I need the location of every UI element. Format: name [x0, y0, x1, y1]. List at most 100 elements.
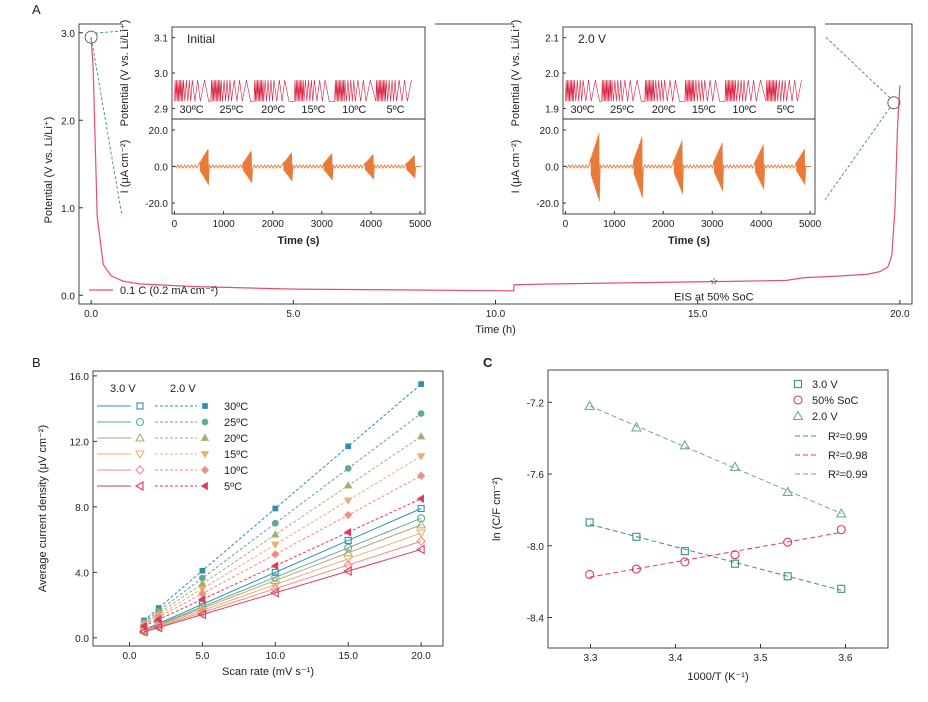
y-tick-label: -7.6 — [527, 470, 545, 481]
zoom-guide-line — [95, 26, 173, 34]
data-point-3V — [270, 581, 281, 590]
star-icon: ☆ — [709, 276, 718, 287]
x-tick-label: 3000 — [311, 219, 334, 230]
y-tick-label: 2.0 — [545, 69, 559, 80]
y-tick-label: 0.0 — [61, 291, 75, 302]
y-tick-label: -7.2 — [527, 398, 545, 409]
legend-temperature: 10ºC — [224, 465, 248, 477]
y-axis-title-current: I (μA cm⁻²) — [119, 140, 131, 194]
y-tick-label: -20.0 — [536, 199, 559, 210]
x-tick-label: 0 — [172, 219, 178, 230]
data-point-2V — [139, 621, 147, 631]
panel-c-chart: 3.3 3.4 3.5 3.6 -7.2 -7.6 -8.0 -8.4 1000/T (K⁻¹)… — [491, 369, 889, 683]
zoom-guide-line — [814, 107, 891, 215]
y-tick-label: 3.0 — [154, 69, 168, 80]
legend-marker-2V — [201, 418, 209, 426]
y-tick-label: 0.0 — [75, 634, 89, 645]
legend-fit-label: R²=0.98 — [828, 450, 867, 462]
plot-frame — [547, 369, 889, 649]
x-axis-title: Scan rate (mV s⁻¹) — [222, 666, 314, 678]
inset-background — [513, 20, 825, 250]
y-tick-label: -20.0 — [145, 199, 168, 210]
y-axis-title: Potential (V vs. Li/Li⁺) — [43, 117, 55, 224]
data-point-3V — [270, 587, 279, 598]
legend-marker — [793, 379, 803, 389]
legend-temperature: 25ºC — [224, 417, 248, 429]
fit-line — [589, 523, 842, 591]
y-tick-label: 2.0 — [61, 116, 75, 127]
temperature-label: 15ºC — [301, 104, 325, 116]
fit-line-3V — [143, 508, 422, 631]
data-point-3V — [416, 544, 425, 555]
data-point-2V — [418, 381, 424, 387]
data-point-2V — [199, 567, 206, 574]
temperature-label: 5ºC — [777, 104, 795, 116]
fit-line-3V — [143, 524, 422, 632]
data-point — [783, 572, 792, 581]
fit-line-2V — [143, 455, 422, 625]
y-tick-label: 1.0 — [61, 204, 75, 215]
data-point — [631, 564, 641, 574]
y-axis-title: Average current density (μV cm⁻²) — [37, 425, 49, 592]
series-line-0.1C — [90, 37, 901, 292]
data-point-2V — [272, 505, 279, 512]
inset-title: Initial — [187, 32, 215, 46]
y-tick-label: 0.0 — [545, 163, 559, 174]
x-tick-label: 0.0 — [84, 309, 98, 320]
y-tick-label: 3.1 — [154, 34, 168, 45]
legend-marker-2V — [200, 481, 208, 491]
legend-marker-2V — [200, 465, 210, 475]
data-point — [584, 400, 596, 410]
fit-line — [589, 405, 842, 515]
y-tick-label: 12.0 — [70, 437, 90, 448]
legend-marker-3V — [135, 432, 145, 442]
data-point-2V — [343, 497, 353, 505]
legend-temperature: 15ºC — [224, 449, 248, 461]
x-tick-label: 15.0 — [338, 651, 358, 662]
legend-marker — [793, 395, 803, 405]
data-point-3V — [138, 626, 148, 637]
data-point-2V — [343, 481, 353, 489]
temperature-label: 5ºC — [386, 104, 404, 116]
data-point-2V — [154, 615, 162, 624]
data-point — [679, 439, 691, 450]
inset-initial-chart: Initial 2.9 3.0 3.1 20.0 0.0 -20.0 0 1000 2000 300… — [119, 20, 435, 250]
legend-header-3V: 3.0 V — [110, 383, 136, 395]
data-point-3V — [197, 609, 206, 620]
legend-marker-2V — [200, 451, 210, 459]
fit-line-3V — [143, 540, 422, 632]
x-tick-label: 10.0 — [266, 651, 286, 662]
data-point — [680, 547, 689, 556]
data-point — [835, 507, 847, 518]
legend-marker-3V — [136, 402, 144, 410]
y-tick-label: 16.0 — [70, 372, 90, 383]
x-tick-label: 10.0 — [486, 309, 506, 320]
data-point-2V — [345, 443, 352, 450]
fit-line-2V — [143, 413, 422, 623]
legend-label: 3.0 V — [812, 379, 838, 391]
data-point-2V — [416, 453, 426, 461]
data-point-3V — [416, 519, 427, 529]
x-axis-title: Time (s) — [278, 235, 320, 247]
legend-fit-label: R²=0.99 — [828, 431, 867, 443]
data-point-3V — [344, 536, 352, 544]
x-tick-label: 1000 — [212, 219, 235, 230]
data-point-3V — [416, 536, 426, 547]
x-tick-label: 2000 — [652, 219, 675, 230]
x-tick-label: 5.0 — [286, 309, 300, 320]
inset-frame — [562, 26, 816, 215]
y-tick-label: 20.0 — [540, 126, 560, 137]
temperature-label: 25ºC — [219, 104, 243, 116]
data-point-3V — [270, 575, 281, 585]
x-tick-label: 20.0 — [890, 309, 910, 320]
x-tick-label: 3000 — [701, 219, 724, 230]
data-point-2V — [271, 550, 280, 559]
legend-marker — [792, 410, 804, 421]
temperature-label: 20ºC — [652, 104, 676, 116]
x-tick-label: 20.0 — [411, 651, 431, 662]
x-axis-title: 1000/T (K⁻¹) — [687, 671, 748, 683]
data-point — [837, 584, 846, 593]
y-tick-label: -8.0 — [527, 542, 545, 553]
legend-temperature: 5ºC — [224, 481, 242, 493]
x-tick-label: 1000 — [603, 219, 626, 230]
